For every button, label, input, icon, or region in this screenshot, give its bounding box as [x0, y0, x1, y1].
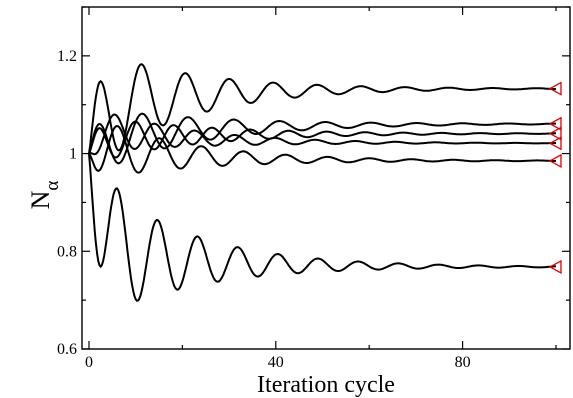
x-tick-label: 80	[455, 354, 471, 371]
end-marker-6	[548, 259, 562, 275]
end-marker-2	[548, 116, 562, 131]
y-axis-title-subscript: α	[42, 181, 63, 191]
series-line-6	[88, 153, 557, 302]
series-lines	[88, 63, 557, 302]
tick-labels: 0 40 80 0.6 0.8 1 1.2	[57, 48, 471, 371]
x-tick-label: 40	[268, 354, 284, 371]
y-tick-label: 1	[69, 146, 77, 163]
end-marker-3	[548, 126, 562, 141]
axis-ticks	[82, 6, 570, 350]
series-line-5	[88, 124, 556, 174]
series-line-1	[88, 63, 556, 154]
y-tick-label: 1.2	[57, 48, 77, 65]
end-marker-1	[548, 81, 562, 96]
y-tick-label: 0.6	[57, 341, 77, 358]
y-tick-label: 0.8	[57, 243, 77, 260]
end-marker-4	[548, 136, 562, 151]
series-line-4	[88, 113, 556, 156]
x-axis-title: Iteration cycle	[257, 372, 395, 398]
y-axis-title-main: N	[26, 190, 55, 209]
x-tick-label: 0	[85, 354, 93, 371]
end-markers	[548, 81, 562, 275]
series-line-3	[88, 120, 556, 159]
plot-frame	[81, 6, 571, 350]
y-axis-title: Nα	[26, 181, 63, 210]
end-marker-5	[548, 153, 562, 168]
